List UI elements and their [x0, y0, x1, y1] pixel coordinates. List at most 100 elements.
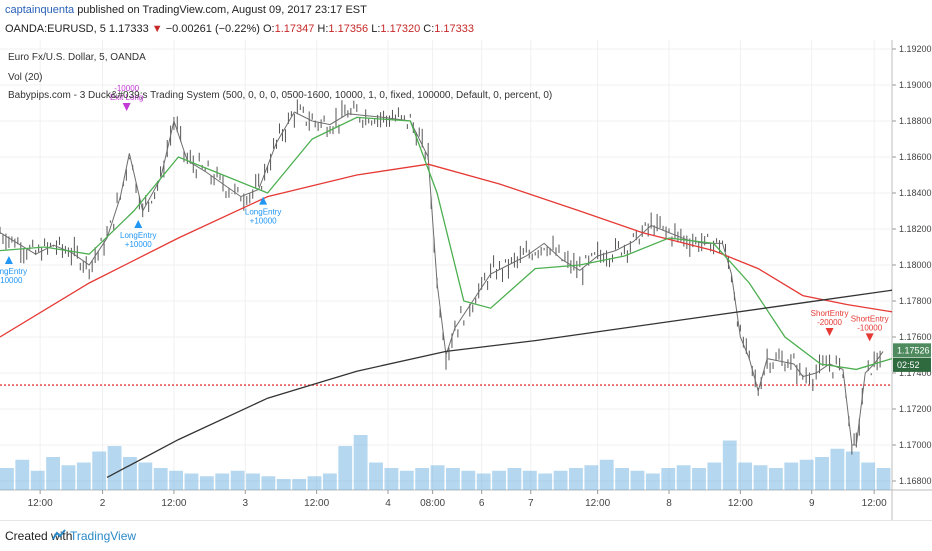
volume-bar: [815, 457, 829, 490]
x-tick-label: 12:00: [304, 498, 329, 509]
x-tick-label: 9: [809, 498, 815, 509]
signal-label: ShortEntry: [851, 314, 889, 323]
volume-bar: [507, 468, 522, 490]
volume-bar: [199, 476, 214, 490]
volume-bar: [307, 476, 322, 490]
volume-bar: [415, 468, 430, 490]
change-text: −0.00261 (−0.22%): [165, 23, 260, 35]
volume-bar: [0, 468, 14, 490]
volume-bar: [553, 470, 568, 490]
tradingview-brand-link[interactable]: TradingView: [70, 529, 137, 543]
long-entry-arrow-icon: [259, 196, 268, 205]
chart-area[interactable]: 1.19200 1.19000 1.18800 1.18600 1.18400 1.182…: [0, 40, 932, 520]
signal-amount: -10000: [857, 323, 882, 332]
y-tick-label: 1.16800: [899, 476, 932, 486]
high-label: H:: [317, 23, 329, 35]
volume-bar: [692, 468, 706, 490]
x-tick-label: 2: [100, 498, 106, 509]
footer-bar: Created with TradingView: [0, 520, 932, 551]
y-tick-label: 1.17200: [899, 404, 932, 414]
volume-bar: [845, 451, 860, 490]
volume-bar: [215, 473, 230, 490]
x-tick-label: 12:00: [28, 498, 53, 509]
short-entry-arrow-icon: [825, 328, 834, 336]
close-label: C:: [423, 23, 435, 35]
volume-bar: [107, 446, 122, 490]
signal-amount: -20000: [817, 318, 842, 327]
ma-slow-line: [106, 289, 893, 478]
price-axis-panel: [892, 40, 932, 520]
volume-bar: [276, 479, 291, 490]
volume-bar: [599, 459, 614, 490]
signal-label: ShortEntry: [811, 309, 849, 318]
volume-bar: [569, 468, 583, 490]
volume-bar: [184, 473, 199, 490]
open-label: O:: [262, 23, 275, 35]
last-price-tag: [893, 343, 931, 358]
legend-strategy: Babypips.com - 3 Duck&#039;s Trading Sys…: [8, 90, 553, 101]
change-arrow: ▼: [151, 23, 163, 35]
volume-bar: [584, 465, 599, 490]
x-tick-label: 6: [479, 498, 485, 509]
long-entry-arrow-icon: [134, 220, 143, 228]
volume-bar: [138, 462, 153, 490]
volume-bar: [30, 470, 45, 490]
author-link[interactable]: captainquenta: [5, 4, 75, 16]
low-value: 1.17320: [380, 23, 421, 35]
volume-bar: [446, 468, 460, 490]
y-tick-label: 1.19200: [899, 44, 932, 54]
volume-bar: [399, 470, 414, 490]
tradingview-logo-icon: [52, 529, 66, 540]
y-tick-label: 1.18000: [899, 260, 932, 270]
volume-bar: [461, 470, 476, 490]
volume-bar: [661, 468, 676, 490]
signal-label: LongEntry: [0, 267, 27, 276]
y-tick-label: 1.17600: [899, 332, 932, 342]
price-chart[interactable]: 1.19200 1.19000 1.18800 1.18600 1.18400 1.182…: [0, 40, 932, 520]
volume-bar: [492, 470, 506, 490]
created-with-label: Created with: [5, 529, 73, 543]
volume-bar: [676, 465, 691, 490]
close-value: 1.17333: [434, 23, 475, 35]
signal-label: -10000: [114, 84, 139, 93]
volume-bar: [230, 470, 245, 490]
volume-bar: [430, 465, 445, 490]
signal-label: LongEntry: [245, 208, 281, 217]
volume-bar: [153, 468, 168, 490]
x-tick-label: 3: [243, 498, 249, 509]
y-tick-label: 1.18800: [899, 116, 932, 126]
symbol-label[interactable]: OANDA:EURUSD, 5: [5, 23, 106, 35]
volume-bar: [645, 473, 660, 490]
long-entry-arrow-icon: [4, 256, 13, 264]
volume-bar: [722, 440, 737, 490]
publish-line: captainquenta published on TradingView.c…: [5, 4, 367, 16]
volume-bar: [799, 459, 814, 490]
volume-bar: [615, 468, 630, 490]
volume-bar: [384, 468, 399, 490]
volume-bar: [292, 479, 307, 490]
volume-bar: [861, 462, 876, 490]
x-tick-label: 7: [528, 498, 534, 509]
last-price: 1.17333: [108, 23, 149, 35]
volume-bar: [246, 473, 260, 490]
legend-title: Euro Fx/U.S. Dollar, 5, OANDA: [8, 52, 146, 63]
signal-label: LongEntry: [120, 231, 156, 240]
short-entry-arrow-icon: [865, 333, 874, 342]
volume-bar: [369, 462, 383, 490]
signal-amount: +10000: [250, 217, 277, 226]
volume-bar: [738, 462, 753, 490]
price-tag-text: 1.17526: [897, 345, 930, 355]
high-value: 1.17356: [328, 23, 369, 35]
x-tick-label: 12:00: [585, 498, 610, 509]
legend-volume: Vol (20): [8, 72, 43, 83]
x-tick-label: 08:00: [420, 498, 445, 509]
y-tick-label: 1.18200: [899, 224, 932, 234]
exit-arrow-icon: [122, 103, 131, 111]
volume-bar: [476, 473, 491, 490]
volume-bar: [338, 446, 353, 490]
volume-bar: [876, 468, 891, 490]
ma-long-line: [0, 163, 893, 338]
volume-bar: [830, 448, 845, 490]
volume-bar: [753, 465, 768, 490]
volume-bar: [169, 470, 184, 490]
